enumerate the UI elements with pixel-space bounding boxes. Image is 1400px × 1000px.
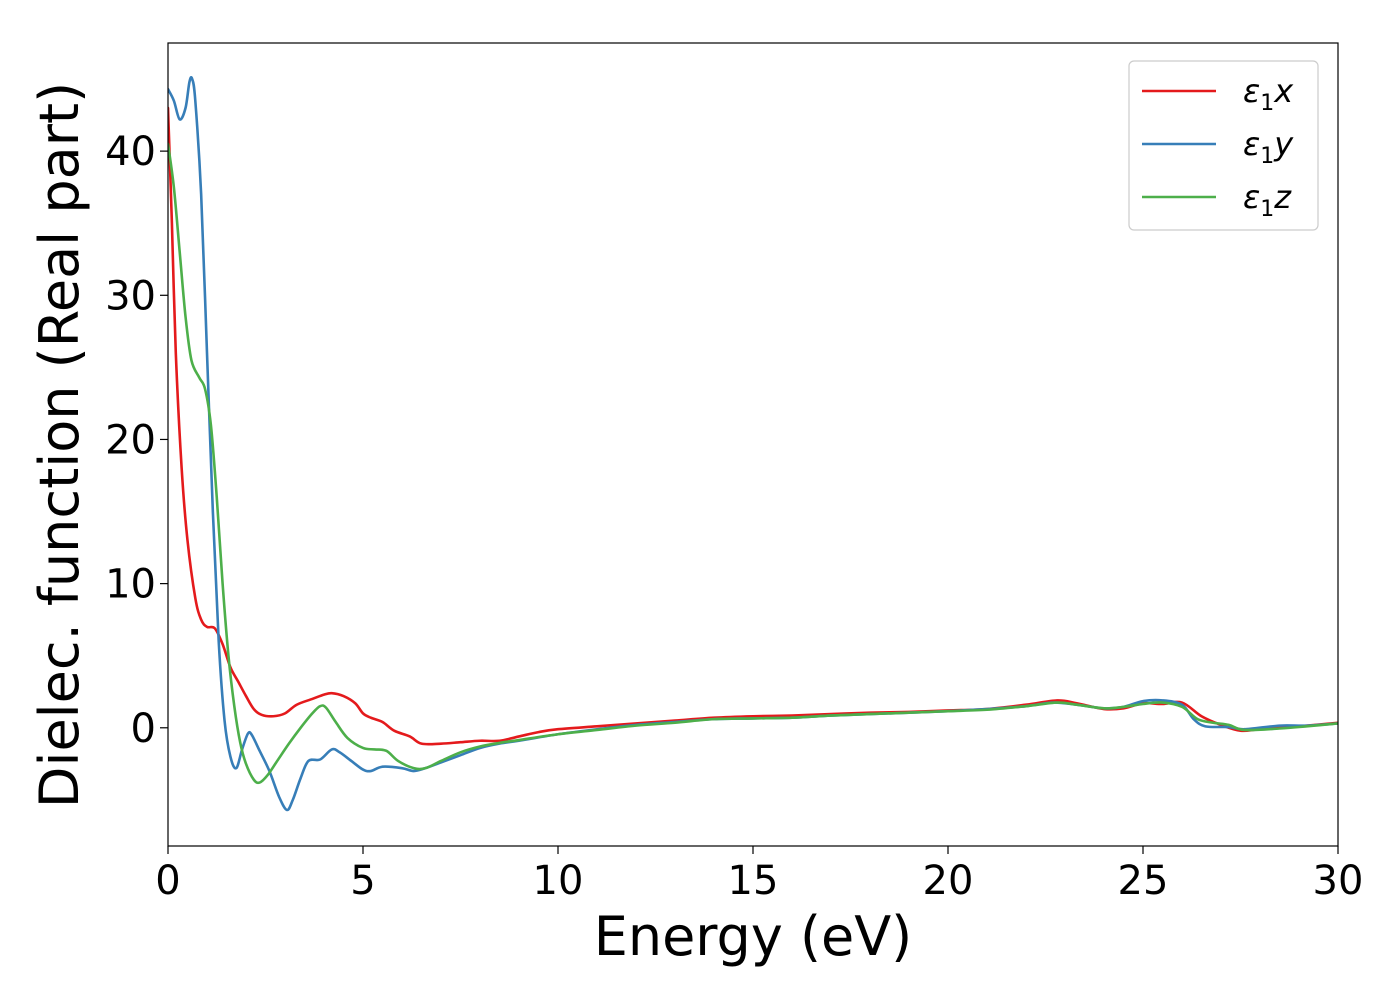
legend-subscript: 1: [1260, 197, 1274, 222]
x-axis-label: Energy (eV): [594, 905, 913, 968]
x-tick-label: 10: [533, 858, 584, 904]
series-line-z: [168, 142, 1338, 785]
x-tick-label: 20: [923, 858, 974, 904]
y-tick-label: 20: [105, 417, 156, 463]
legend-symbol: ε: [1243, 72, 1260, 110]
legend-symbol: ε: [1243, 125, 1260, 163]
legend-label-z: ε1z: [1243, 178, 1292, 222]
legend-component: z: [1273, 178, 1292, 216]
legend-component: x: [1273, 72, 1294, 110]
x-tick-label: 5: [350, 858, 375, 904]
x-tick-label: 30: [1313, 858, 1364, 904]
x-axis-ticks: 0 5 10 15 20 25 30: [155, 846, 1363, 904]
series-layer: [168, 76, 1338, 812]
y-axis-ticks: 0 10 20 30 40: [105, 129, 168, 752]
y-tick-label: 40: [105, 129, 156, 175]
legend-label-x: ε1x: [1243, 72, 1294, 116]
legend-component: y: [1273, 125, 1294, 163]
legend-box: [1128, 60, 1319, 231]
y-tick-label: 30: [105, 273, 156, 319]
x-tick-label: 0: [155, 858, 180, 904]
y-tick-label: 0: [131, 706, 156, 752]
legend-subscript: 1: [1260, 144, 1274, 169]
legend-subscript: 1: [1260, 91, 1274, 116]
y-axis-label: Dielec. function (Real part): [28, 82, 91, 808]
legend-symbol: ε: [1243, 178, 1260, 216]
x-tick-label: 25: [1118, 858, 1169, 904]
x-tick-label: 15: [728, 858, 779, 904]
legend-label-y: ε1y: [1243, 125, 1294, 169]
y-tick-label: 10: [105, 562, 156, 608]
